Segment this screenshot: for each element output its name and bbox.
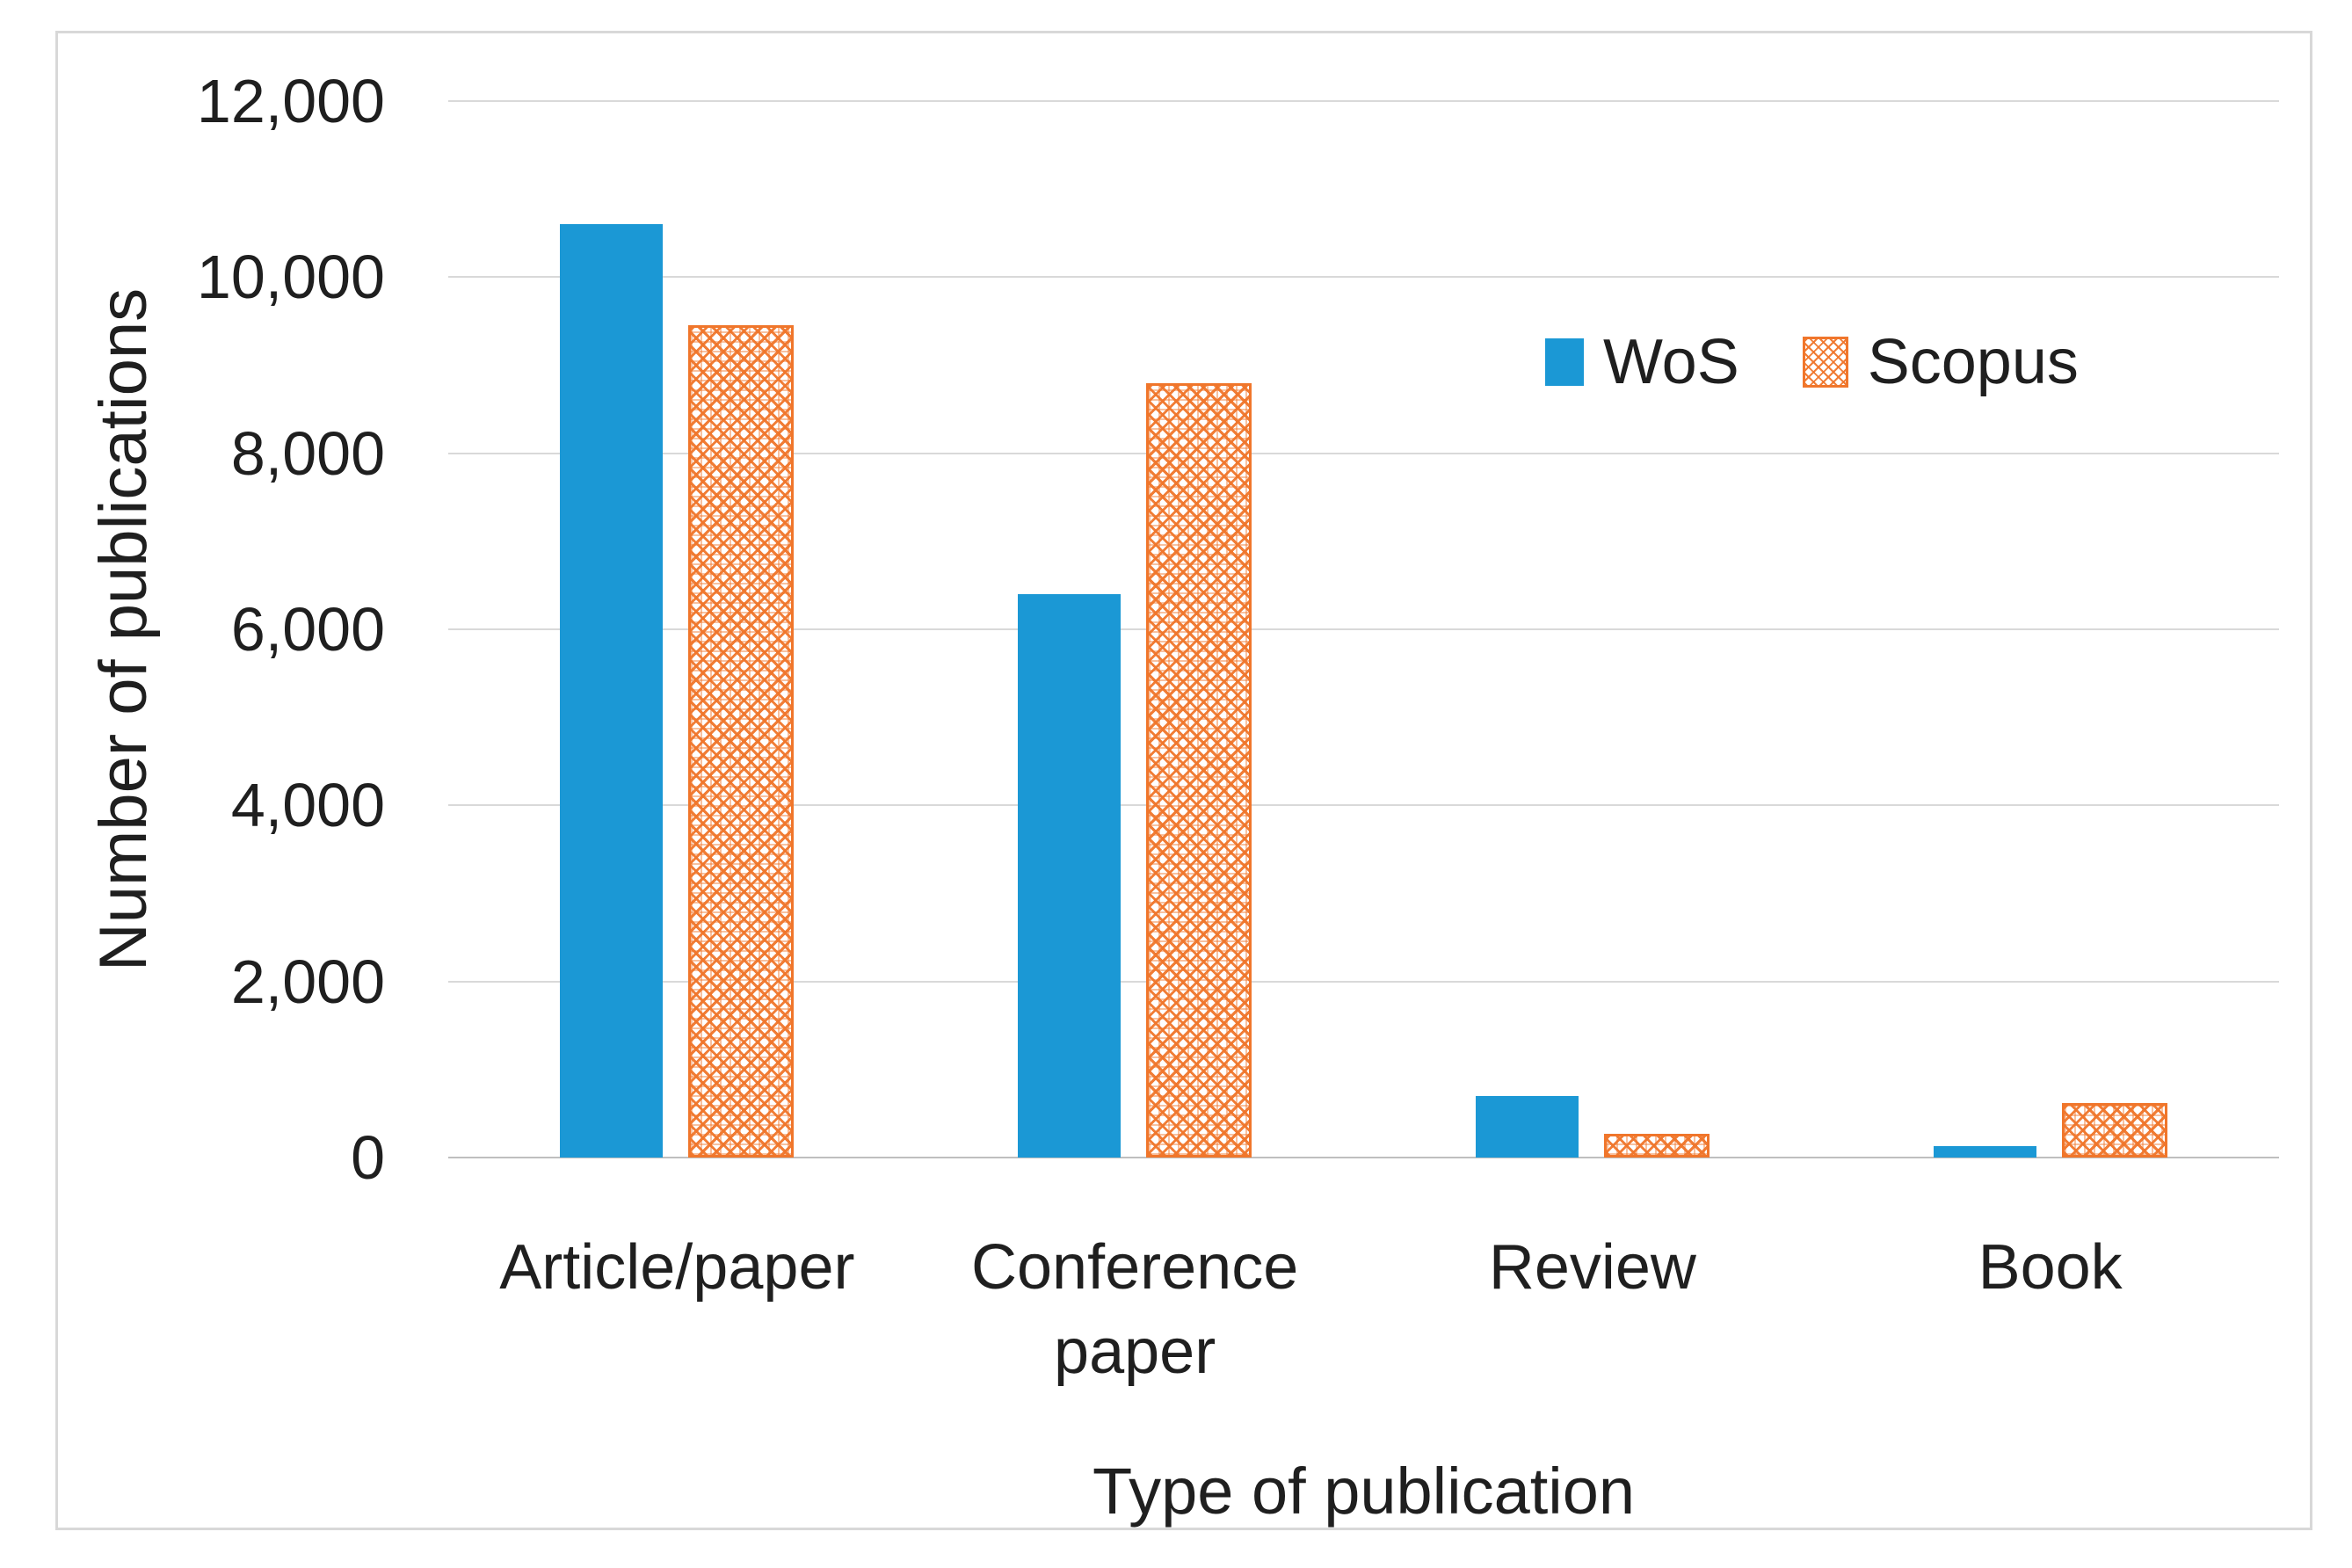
y-tick-label-6000: 6,000 [230,595,385,664]
legend-swatch-scopus-icon [1802,337,1848,388]
y-tick-label-0: 0 [351,1123,385,1192]
figure-frame: Number of publications 0 2,000 4,000 6,000 8… [55,31,2312,1530]
gridline-4000 [448,804,2279,807]
legend-item-wos: WoS [1545,330,1739,394]
gridline-10000 [448,276,2279,279]
gridline-8000 [448,452,2279,454]
gridline-12000 [448,100,2279,102]
category-label-book: Book [1978,1232,2123,1303]
x-axis-line [448,1157,2279,1158]
bar-scopus-conference-paper [1146,383,1252,1158]
x-axis-title: Type of publication [1092,1455,1636,1528]
y-tick-label-8000: 8,000 [230,418,385,488]
bar-wos-review [1475,1096,1579,1158]
y-tick-label-12000: 12,000 [196,67,385,135]
legend-label-scopus: Scopus [1867,327,2079,397]
bar-wos-conference-paper [1018,594,1122,1158]
category-label-article-paper: Article/paper [499,1232,855,1303]
bar-scopus-article-paper [688,325,795,1158]
gridline-2000 [448,980,2279,983]
bar-scopus-book [2061,1103,2167,1158]
legend-swatch-wos-icon [1545,338,1584,386]
y-tick-label-4000: 4,000 [230,771,385,840]
bar-scopus-review [1603,1134,1710,1158]
legend: WoS Scopus [1545,330,2079,394]
y-tick-label-10000: 10,000 [196,243,385,312]
category-label-conference-paper: Conference paper [971,1232,1299,1387]
legend-item-scopus: Scopus [1802,327,2079,397]
legend-label-wos: WoS [1603,327,1739,397]
bar-wos-book [1933,1146,2036,1158]
gridline-6000 [448,628,2279,630]
plot-area [448,100,2279,1158]
category-label-review: Review [1488,1232,1696,1303]
bar-wos-article-paper [560,224,664,1158]
y-tick-label-2000: 2,000 [230,947,385,1016]
